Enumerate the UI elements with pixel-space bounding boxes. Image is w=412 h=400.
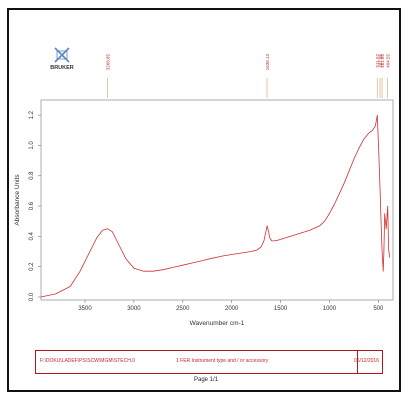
x-tick-label: 3500	[78, 306, 92, 312]
y-tick-label: 0.2	[29, 262, 35, 271]
peak-label: 461.85	[380, 54, 385, 68]
x-tick-label: 500	[373, 306, 384, 312]
report-page: BRUKER 3268.85 1638.13 511.52 482.85 461.85 4…	[7, 8, 401, 392]
y-tick-label: 1.2	[29, 110, 35, 119]
plot-area	[40, 99, 394, 301]
footer-file-path: F:\DOKU\LADEF\PS\SCW\MGM\STECH.0	[40, 358, 136, 364]
bruker-logo: BRUKER	[50, 47, 74, 71]
x-tick-label: 1500	[274, 306, 288, 312]
x-tick-label: 2500	[176, 306, 190, 312]
y-tick-label: 0.8	[29, 171, 35, 180]
page-number: Page 1/1	[193, 377, 219, 383]
y-tick-label: 1.0	[29, 141, 35, 150]
peak-label: 404.55	[385, 54, 390, 68]
y-tick-label: 0.4	[29, 232, 35, 241]
footer-description: 1 FER Instrument type and / or accessory	[176, 358, 269, 364]
x-tick-label: 1000	[323, 306, 337, 312]
bruker-logo-icon	[54, 47, 70, 63]
x-axis-label: Wavenumber cm-1	[190, 320, 245, 327]
y-axis-label: Absorbance Units	[14, 174, 21, 226]
peak-label: 511.52	[375, 54, 380, 68]
peak-label: 3268.85	[105, 54, 110, 71]
footer-info-box: F:\DOKU\LADEF\PS\SCW\MGM\STECH.0 1 FER I…	[35, 350, 383, 374]
y-tick-label: 0.0	[29, 292, 35, 301]
peak-label: 482.85	[378, 54, 383, 68]
peak-label: 1638.13	[265, 54, 270, 71]
footer-date: 06/12/2016	[353, 358, 379, 364]
x-tick-label: 3000	[127, 306, 141, 312]
footer-divider	[357, 351, 358, 373]
x-tick-label: 2000	[225, 306, 239, 312]
series-line	[40, 114, 390, 298]
bruker-logo-text: BRUKER	[50, 65, 74, 71]
y-tick-label: 0.6	[29, 201, 35, 210]
